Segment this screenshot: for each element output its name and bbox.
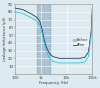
X-axis label: Frequency (Hz): Frequency (Hz) [39,81,68,85]
Y-axis label: Leakage Inductance (µH): Leakage Inductance (µH) [3,17,7,61]
Bar [37,4,50,74]
Legend: Before, After: Before, After [73,38,89,47]
